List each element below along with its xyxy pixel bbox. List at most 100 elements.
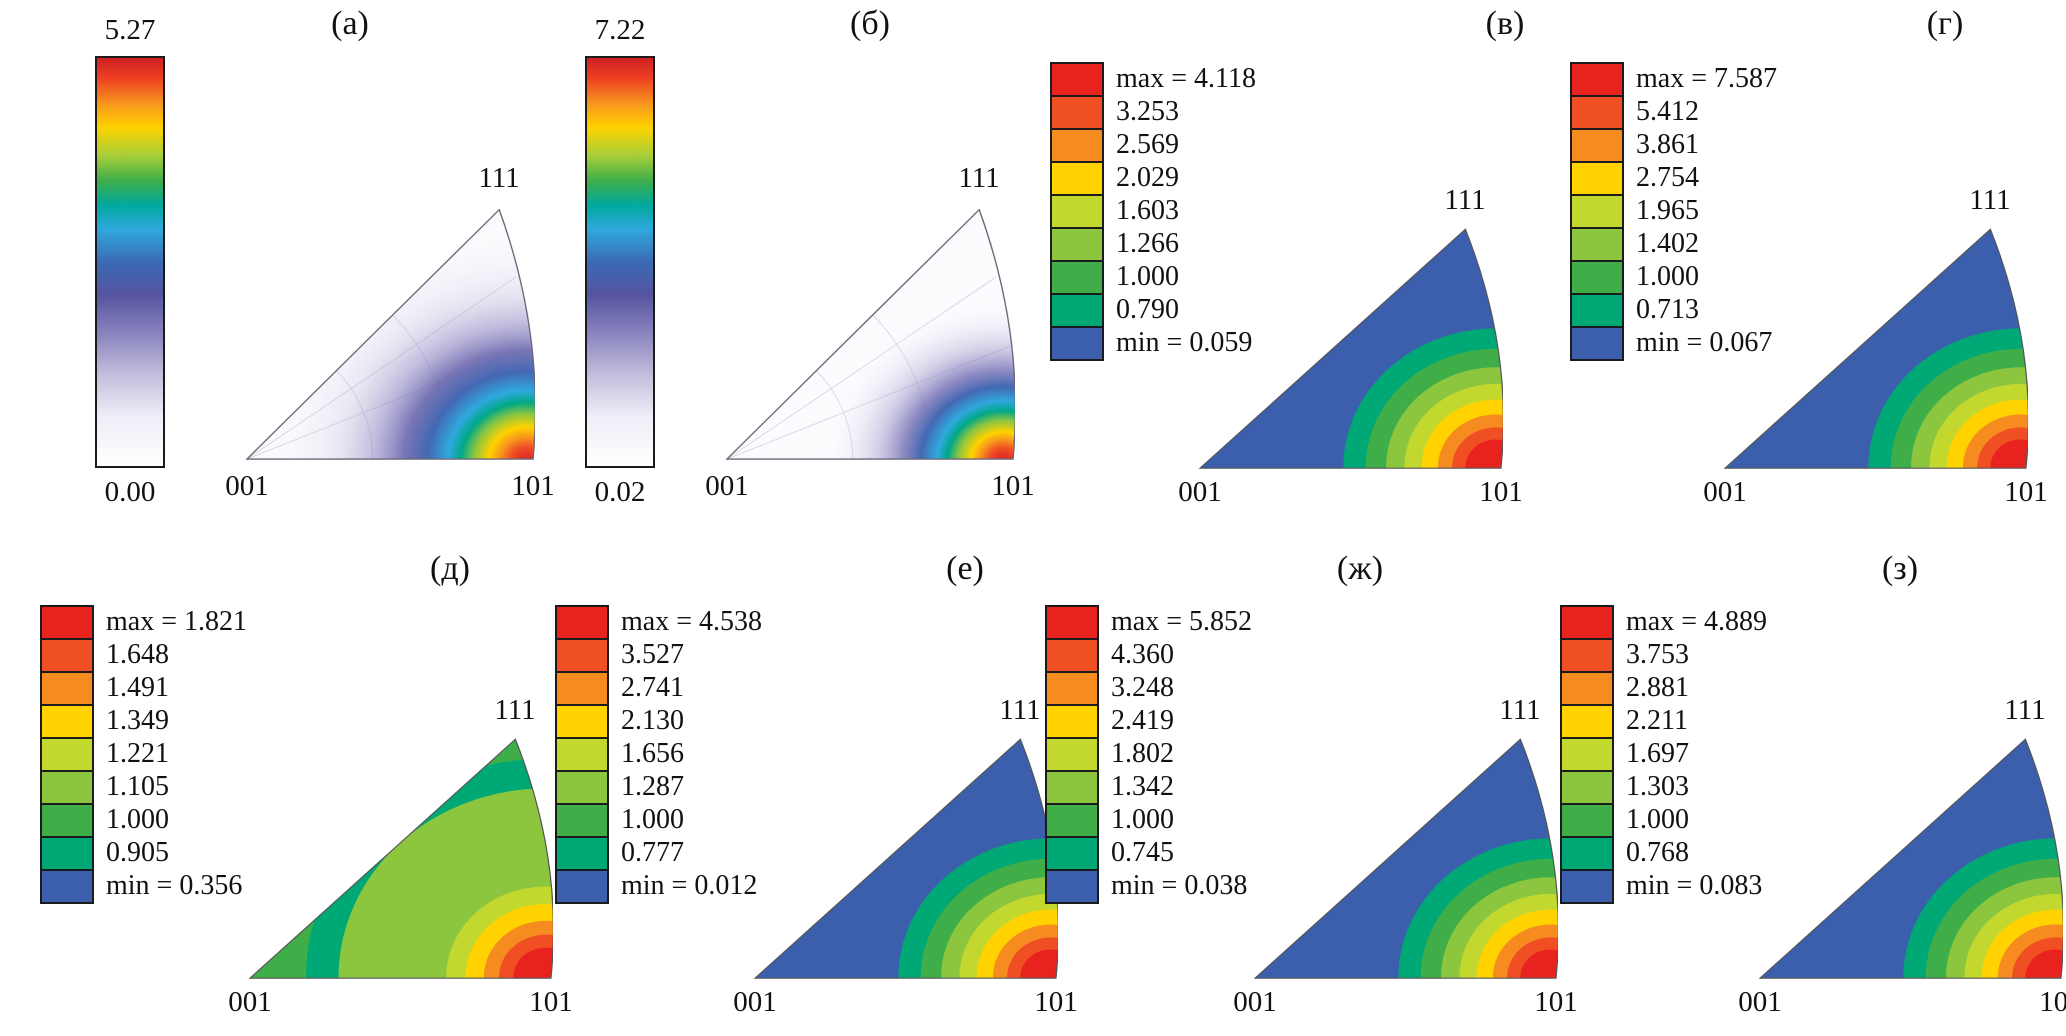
corner-111-label: 111 <box>1499 694 1541 726</box>
corner-111-label: 111 <box>1444 184 1486 216</box>
panel-d: (д) max = 1.821 1.648 1.491 <box>20 545 573 1036</box>
legend-color-box <box>40 803 94 838</box>
ipf-z: 111 001 101 <box>1738 694 2066 1036</box>
corner-001-label: 001 <box>228 986 272 1018</box>
legend-color-box <box>1050 161 1104 196</box>
corner-001-label: 001 <box>1738 986 1782 1018</box>
legend-row: 1.000 <box>1570 260 1777 295</box>
legend-value-label: 1.491 <box>106 672 169 704</box>
legend-row: 1.221 <box>40 737 247 772</box>
panel-zh: (ж) max = 5.852 4.360 3.248 <box>1030 545 1578 1036</box>
legend-row: 3.753 <box>1560 638 1767 673</box>
panel-label-e: (е) <box>946 550 984 587</box>
legend-row: 1.000 <box>555 803 762 838</box>
legend-value-label: 1.656 <box>621 738 684 770</box>
legend-row: 1.603 <box>1050 194 1256 229</box>
legend-value-label: min = 0.059 <box>1116 327 1253 359</box>
panel-label-a: (а) <box>331 5 369 42</box>
legend-value-label: 1.000 <box>1626 804 1689 836</box>
legend-row: 1.000 <box>1045 803 1252 838</box>
corner-001-label: 001 <box>733 986 777 1018</box>
corner-101-label: 101 <box>2004 476 2048 508</box>
legend-color-box <box>1560 704 1614 739</box>
legend-value-label: 1.000 <box>621 804 684 836</box>
legend-value-label: 4.360 <box>1111 639 1174 671</box>
legend-color-box <box>40 704 94 739</box>
legend-value-label: 1.349 <box>106 705 169 737</box>
legend-value-label: max = 7.587 <box>1636 63 1777 95</box>
legend-value-label: 2.569 <box>1116 129 1179 161</box>
legend-row: 1.105 <box>40 770 247 805</box>
legend-color-box <box>1050 128 1104 163</box>
corner-101-label: 101 <box>2039 986 2066 1018</box>
ipf-triangle-zh <box>1253 738 1558 979</box>
legend-value-label: 1.342 <box>1111 771 1174 803</box>
legend-color-box <box>555 737 609 772</box>
legend-value-label: 0.905 <box>106 837 169 869</box>
legend-value-label: 2.419 <box>1111 705 1174 737</box>
legend-color-box <box>1570 293 1624 328</box>
legend-color-box <box>1045 803 1099 838</box>
colorbar-max-value-a: 5.27 <box>104 14 156 46</box>
legend-value-label: 5.412 <box>1636 96 1699 128</box>
legend-row: min = 0.083 <box>1560 869 1767 904</box>
corner-001-label: 001 <box>1233 986 1277 1018</box>
legend-zh: max = 5.852 4.360 3.248 2.419 <box>1045 605 1252 904</box>
legend-value-label: 2.029 <box>1116 162 1179 194</box>
legend-color-box <box>1045 770 1099 805</box>
corner-111-label: 111 <box>958 162 1000 194</box>
corner-001-label: 001 <box>705 470 749 502</box>
legend-row: 2.419 <box>1045 704 1252 739</box>
colorbar-max-value-b: 7.22 <box>594 14 646 46</box>
legend-row: 2.029 <box>1050 161 1256 196</box>
panel-e: (е) max = 4.538 3.527 2.741 <box>530 545 1078 1036</box>
legend-row: min = 0.012 <box>555 869 762 904</box>
colorbar-b <box>585 56 655 468</box>
legend-color-box <box>1050 227 1104 262</box>
legend-value-label: 1.000 <box>1111 804 1174 836</box>
panel-v: (в) max = 4.118 3.253 2.569 <box>1040 0 1540 535</box>
legend-value-label: 3.248 <box>1111 672 1174 704</box>
ipf-triangle-v <box>1198 228 1503 469</box>
legend-color-box <box>40 770 94 805</box>
legend-value-label: 2.754 <box>1636 162 1699 194</box>
legend-value-label: 0.777 <box>621 837 684 869</box>
legend-row: 2.569 <box>1050 128 1256 163</box>
legend-row: 0.713 <box>1570 293 1777 328</box>
legend-color-box <box>555 869 609 904</box>
legend-value-label: 1.000 <box>106 804 169 836</box>
corner-111-label: 111 <box>999 694 1041 726</box>
legend-value-label: 1.402 <box>1636 228 1699 260</box>
legend-color-box <box>1045 638 1099 673</box>
ipf-triangle-b <box>725 208 1015 460</box>
corner-101-label: 101 <box>1034 986 1078 1018</box>
legend-value-label: 1.965 <box>1636 195 1699 227</box>
legend-value-label: 1.266 <box>1116 228 1179 260</box>
legend-color-box <box>1560 671 1614 706</box>
legend-color-box <box>1560 836 1614 871</box>
legend-row: 5.412 <box>1570 95 1777 130</box>
panel-b: (б) 7.22 0.02 111 <box>560 0 1035 535</box>
legend-value-label: max = 4.118 <box>1116 63 1256 95</box>
legend-value-label: 2.130 <box>621 705 684 737</box>
legend-value-label: 1.303 <box>1626 771 1689 803</box>
legend-color-box <box>555 605 609 640</box>
legend-row: 2.741 <box>555 671 762 706</box>
legend-row: 0.768 <box>1560 836 1767 871</box>
corner-101-label: 101 <box>511 470 555 502</box>
legend-row: max = 1.821 <box>40 605 247 640</box>
legend-value-label: min = 0.083 <box>1626 870 1763 902</box>
legend-color-box <box>555 704 609 739</box>
legend-color-box <box>1570 194 1624 229</box>
legend-row: 3.861 <box>1570 128 1777 163</box>
legend-row: 3.527 <box>555 638 762 673</box>
legend-value-label: 1.000 <box>1636 261 1699 293</box>
panel-z: (з) max = 4.889 3.753 2.881 <box>1545 545 2066 1036</box>
corner-001-label: 001 <box>1703 476 1747 508</box>
legend-color-box <box>1050 293 1104 328</box>
legend-color-box <box>1570 95 1624 130</box>
legend-value-label: 1.603 <box>1116 195 1179 227</box>
ipf-triangle-g <box>1723 228 2028 469</box>
legend-color-box <box>1050 62 1104 97</box>
legend-color-box <box>555 803 609 838</box>
